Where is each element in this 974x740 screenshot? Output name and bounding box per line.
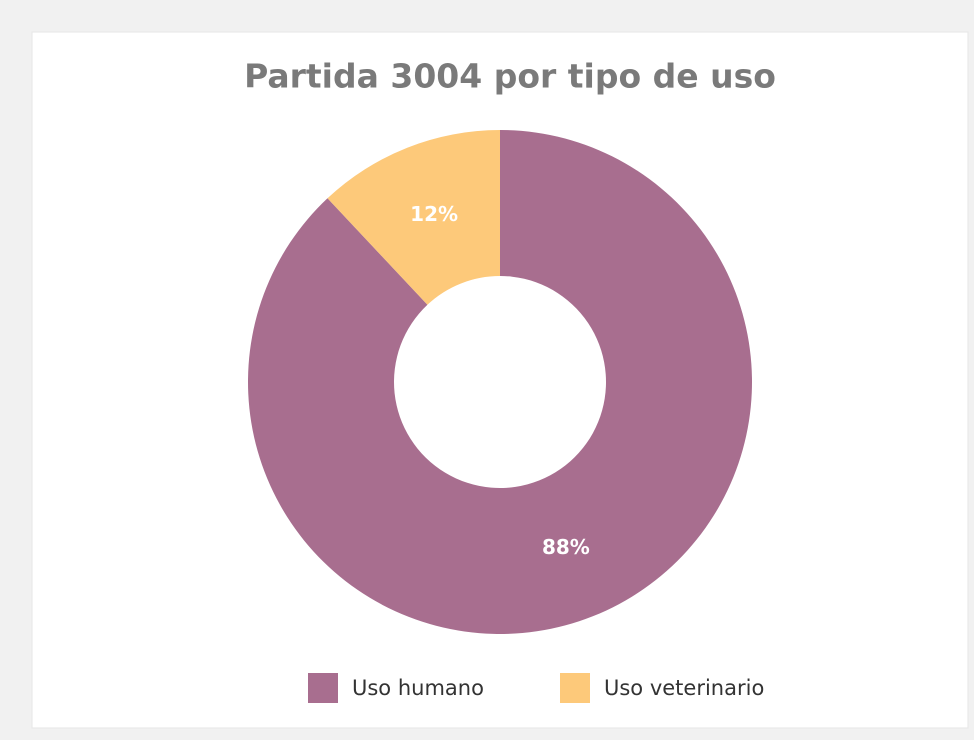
legend-label: Uso humano: [352, 676, 484, 700]
value-label: 88%: [542, 535, 590, 559]
donut-segment: [327, 130, 500, 305]
chart-title: Partida 3004 por tipo de uso: [244, 57, 776, 96]
donut-segment: [248, 130, 752, 635]
value-label: 12%: [410, 202, 458, 226]
legend-swatch: [308, 673, 338, 703]
legend-swatch: [560, 673, 590, 703]
legend-label: Uso veterinario: [604, 676, 764, 700]
